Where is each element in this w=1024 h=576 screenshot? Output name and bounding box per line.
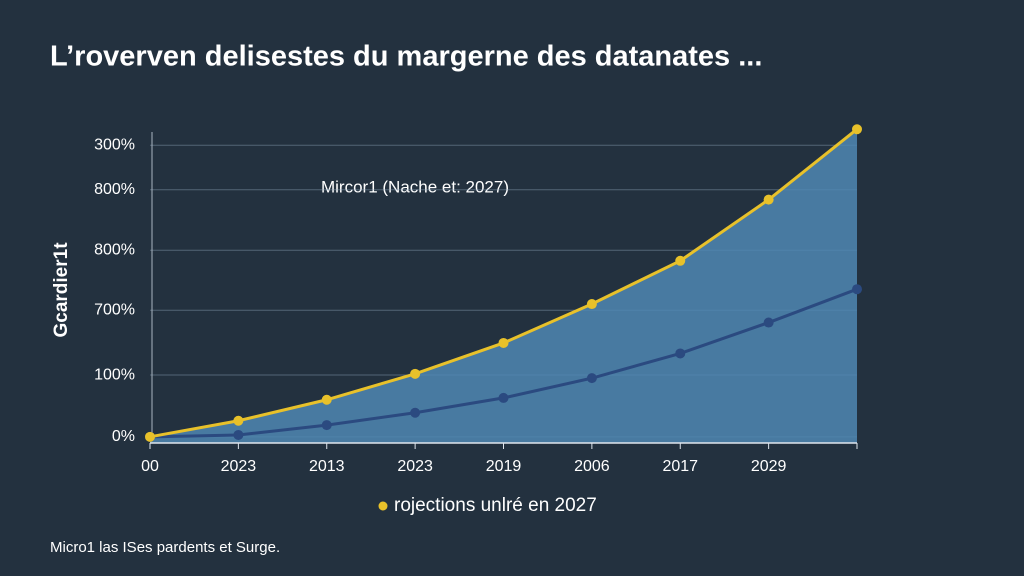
- footer: Micro1 las ISes pardents et Surge.: [50, 539, 280, 556]
- data-point: [675, 255, 686, 266]
- chart-title: L’roverven delisestes du margerne des da…: [50, 41, 762, 73]
- data-point: [498, 392, 509, 403]
- annotation: Mircor1 (Nache et: 2027): [321, 177, 509, 196]
- data-point: [233, 415, 244, 426]
- y-tick-label: 800%: [94, 181, 135, 198]
- x-tick-label: 2023: [397, 458, 433, 475]
- legend-label: rojections unlré en 2027: [394, 495, 597, 516]
- x-tick-label: 2019: [486, 458, 522, 475]
- data-point: [145, 431, 155, 442]
- x-tick-label: 2006: [574, 458, 610, 475]
- y-tick-label: 700%: [94, 301, 135, 318]
- y-tick-label: 100%: [94, 366, 135, 383]
- data-point: [233, 429, 244, 440]
- x-tick-label: 2017: [662, 458, 698, 475]
- y-tick-label: 800%: [94, 242, 135, 259]
- x-tick-label: 00: [141, 458, 159, 475]
- data-point: [763, 194, 774, 205]
- data-point: [321, 420, 332, 431]
- x-tick-label: 2023: [221, 458, 257, 475]
- data-point: [410, 368, 421, 379]
- y-tick-label: 0%: [112, 428, 135, 445]
- data-point: [321, 394, 332, 405]
- data-point: [586, 299, 597, 310]
- data-point: [852, 124, 862, 135]
- area: [150, 129, 857, 443]
- data-point: [675, 348, 686, 359]
- data-point: [763, 317, 774, 328]
- legend-marker: [378, 501, 388, 511]
- data-point: [498, 337, 509, 348]
- data-point: [586, 373, 597, 384]
- y-tick-label: 300%: [94, 137, 135, 154]
- y-axis-label: Gcardier1t: [51, 242, 72, 338]
- data-point: [410, 407, 421, 418]
- x-tick-label: 2029: [751, 458, 787, 475]
- data-point: [852, 284, 862, 295]
- x-tick-label: 2013: [309, 458, 345, 475]
